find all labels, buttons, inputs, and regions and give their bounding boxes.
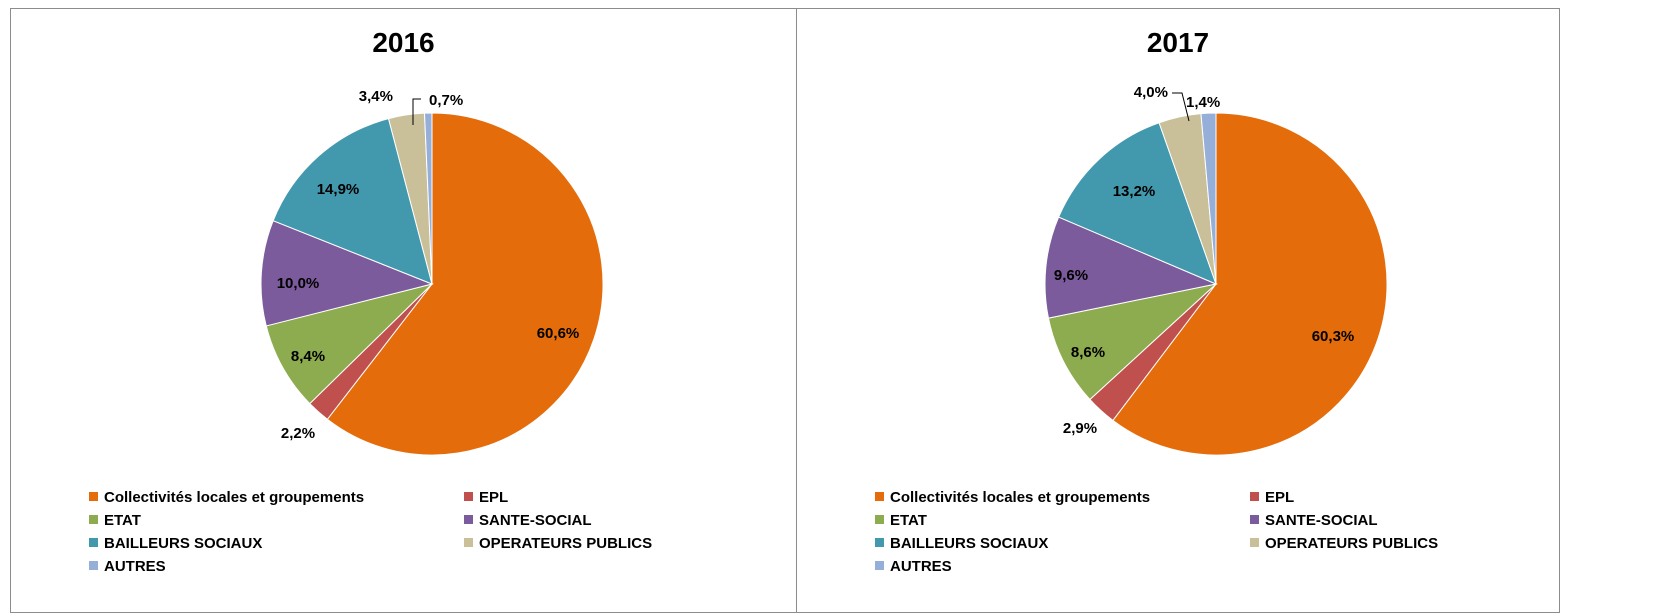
pie-chart-2016: 60,6% 2,2% 8,4% 10,0% 14,9% 3,4% 0,7% xyxy=(260,88,604,456)
data-label: 60,6% xyxy=(537,325,580,342)
legend-label: Collectivités locales et groupements xyxy=(890,489,1151,506)
chart-panel-2017: 2017 60,3% 2,9% 8,6% 9,6% 13,2% 4,0% 1,4% Coll… xyxy=(796,8,1560,613)
legend-item: SANTE-SOCIAL xyxy=(464,512,592,529)
legend-label: OPERATEURS PUBLICS xyxy=(479,535,653,552)
legend-item: BAILLEURS SOCIAUX xyxy=(89,535,262,552)
legend-item: AUTRES xyxy=(875,558,952,575)
leader-line xyxy=(412,98,421,125)
pie-slices xyxy=(260,112,604,456)
legend-swatch xyxy=(1250,538,1259,547)
pie-slice-5 xyxy=(272,118,433,285)
legend-label: ETAT xyxy=(104,512,141,529)
data-label: 9,6% xyxy=(1054,267,1088,284)
data-label: 8,4% xyxy=(291,348,325,365)
legend-label: SANTE-SOCIAL xyxy=(479,512,592,529)
chart-title: 2017 xyxy=(1146,27,1210,58)
leader-line xyxy=(1172,92,1190,122)
data-label: 0,7% xyxy=(429,92,463,109)
data-label: 2,9% xyxy=(1063,420,1097,437)
legend-swatch xyxy=(89,515,98,524)
legend-label: BAILLEURS SOCIAUX xyxy=(104,535,263,552)
legend-label: EPL xyxy=(1265,489,1295,506)
legend-swatch xyxy=(89,492,98,501)
pie-slice-5 xyxy=(1057,122,1217,285)
legend-label: AUTRES xyxy=(890,558,952,575)
legend-item: ETAT xyxy=(89,512,141,529)
pie-slice-4 xyxy=(260,220,434,327)
legend-item: AUTRES xyxy=(89,558,166,575)
legend-swatch xyxy=(1250,515,1259,524)
legend-swatch xyxy=(1250,492,1259,501)
pie-slice-3 xyxy=(1047,283,1218,401)
data-label: 14,9% xyxy=(317,181,360,198)
legend-item: SANTE-SOCIAL xyxy=(1250,512,1378,529)
data-label: 13,2% xyxy=(1113,183,1156,200)
pie-slices xyxy=(1044,112,1388,456)
legend-label: EPL xyxy=(479,489,509,506)
pie-slice-3 xyxy=(265,283,434,405)
legend-swatch xyxy=(464,515,473,524)
data-label: 1,4% xyxy=(1186,94,1220,111)
legend-item: Collectivités locales et groupements xyxy=(89,489,364,506)
chart-title: 2016 xyxy=(372,27,435,58)
legend-swatch xyxy=(875,515,884,524)
chart-panel-2016: 2016 60,6% 2,2% 8,4% 10,0% 14,9% 3,4% 0,7% Col… xyxy=(10,8,797,613)
legend-item: OPERATEURS PUBLICS xyxy=(464,535,652,552)
pie-slice-4 xyxy=(1044,216,1218,319)
legend-item: OPERATEURS PUBLICS xyxy=(1250,535,1438,552)
data-label: 10,0% xyxy=(277,275,320,292)
legend-label: Collectivités locales et groupements xyxy=(104,489,365,506)
legend-item: BAILLEURS SOCIAUX xyxy=(875,535,1048,552)
data-label: 4,0% xyxy=(1134,84,1168,101)
legend-swatch xyxy=(89,538,98,547)
legend-swatch xyxy=(875,561,884,570)
pie-slice-7 xyxy=(1200,112,1217,285)
legend-label: SANTE-SOCIAL xyxy=(1265,512,1378,529)
data-label: 3,4% xyxy=(359,88,393,105)
pie-slice-1 xyxy=(1112,112,1388,456)
legend-item: ETAT xyxy=(875,512,927,529)
legend-label: BAILLEURS SOCIAUX xyxy=(890,535,1049,552)
legend-swatch xyxy=(875,538,884,547)
charts-frame: 2016 60,6% 2,2% 8,4% 10,0% 14,9% 3,4% 0,7% Col… xyxy=(0,8,1660,615)
legend-swatch xyxy=(875,492,884,501)
legend-swatch xyxy=(89,561,98,570)
pie-slice-1 xyxy=(326,112,604,456)
legend-item: Collectivités locales et groupements xyxy=(875,489,1150,506)
legend-label: OPERATEURS PUBLICS xyxy=(1265,535,1439,552)
data-label: 2,2% xyxy=(281,425,315,442)
pie-chart-2017: 60,3% 2,9% 8,6% 9,6% 13,2% 4,0% 1,4% xyxy=(1044,84,1388,456)
legend-item: EPL xyxy=(1250,489,1294,506)
pie-slice-7 xyxy=(423,112,433,285)
legend-label: ETAT xyxy=(890,512,927,529)
data-label: 60,3% xyxy=(1312,328,1355,345)
legend-item: EPL xyxy=(464,489,508,506)
data-label: 8,6% xyxy=(1071,344,1105,361)
legend-label: AUTRES xyxy=(104,558,166,575)
legend-swatch xyxy=(464,538,473,547)
legend-swatch xyxy=(464,492,473,501)
